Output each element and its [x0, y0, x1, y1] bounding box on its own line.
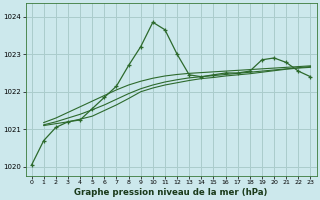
X-axis label: Graphe pression niveau de la mer (hPa): Graphe pression niveau de la mer (hPa): [74, 188, 268, 197]
